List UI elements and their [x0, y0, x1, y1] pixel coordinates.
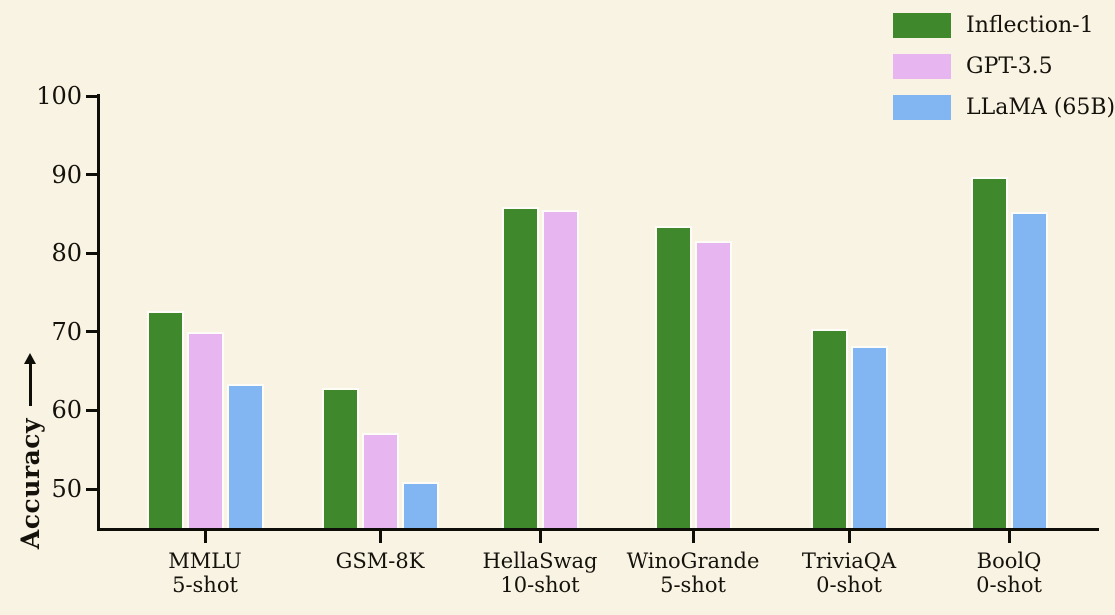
x-axis-tick — [691, 531, 695, 543]
x-axis-category-label: WinoGrande 5-shot — [608, 549, 778, 597]
y-axis-tick — [86, 251, 97, 255]
bar-gpt-3-5-mmlu — [186, 331, 224, 528]
y-axis-tick-label: 90 — [51, 160, 82, 189]
y-axis-tick-label: 70 — [51, 317, 82, 346]
x-axis-tick — [203, 531, 207, 543]
bar-llama-65b--boolq — [1010, 211, 1048, 528]
x-axis-category-label: MMLU 5-shot — [120, 549, 290, 597]
x-axis-category-label: BoolQ 0-shot — [924, 549, 1094, 597]
y-axis-tick — [86, 330, 97, 334]
legend-swatch-icon — [893, 54, 951, 79]
y-axis-tick-label: 50 — [51, 475, 82, 503]
benchmark-name: HellaSwag — [482, 549, 598, 573]
bar-inflection-1-boolq — [970, 176, 1008, 528]
bar-inflection-1-hellaswag — [501, 206, 539, 528]
y-axis-tick — [86, 408, 97, 412]
benchmark-shots: 10-shot — [500, 573, 580, 597]
bar-inflection-1-gsm-8k — [321, 387, 359, 528]
y-axis-tick — [86, 173, 97, 177]
benchmark-name: TriviaQA — [801, 549, 897, 573]
benchmark-shots: 0-shot — [976, 573, 1042, 597]
y-axis-tick-label: 60 — [51, 396, 82, 425]
bar-llama-65b--triviaqa — [850, 345, 888, 528]
y-axis-line — [97, 94, 100, 531]
bar-gpt-3-5-gsm-8k — [361, 433, 399, 528]
x-axis-category-label: TriviaQA 0-shot — [764, 549, 934, 597]
x-axis-tick — [847, 531, 851, 543]
legend: Inflection-1 GPT-3.5 LLaMA (65B) — [893, 13, 1115, 136]
y-axis-tick-label: 80 — [51, 239, 82, 268]
bar-llama-65b--gsm-8k — [401, 481, 439, 528]
legend-label: GPT-3.5 — [966, 54, 1053, 79]
benchmark-name: WinoGrande — [626, 549, 760, 573]
bar-gpt-3-5-hellaswag — [541, 209, 579, 528]
legend-label: LLaMA (65B) — [966, 95, 1115, 120]
benchmark-name: BoolQ — [976, 549, 1042, 573]
bar-llama-65b--mmlu — [226, 383, 264, 528]
legend-item: GPT-3.5 — [893, 54, 1115, 79]
bar-inflection-1-winogrande — [654, 226, 692, 528]
bar-inflection-1-mmlu — [146, 310, 184, 528]
y-axis-tick-label: 100 — [36, 82, 82, 110]
benchmark-shots: 5-shot — [172, 573, 238, 597]
legend-swatch-icon — [893, 95, 951, 120]
benchmark-shots: 0-shot — [816, 573, 882, 597]
benchmark-name: MMLU — [168, 549, 242, 573]
legend-swatch-icon — [893, 13, 951, 38]
benchmark-shots: 5-shot — [660, 573, 726, 597]
y-axis-tick — [86, 94, 97, 98]
x-axis-tick — [538, 531, 542, 543]
bar-inflection-1-triviaqa — [810, 328, 848, 528]
x-axis-line — [97, 528, 1099, 531]
benchmark-name: GSM-8K — [335, 549, 425, 573]
y-axis-title: Accuracy — [15, 351, 45, 551]
x-axis-category-label: GSM-8K — [295, 549, 465, 573]
legend-item: LLaMA (65B) — [893, 95, 1115, 120]
bar-gpt-3-5-winogrande — [694, 240, 732, 528]
y-axis-title-text: Accuracy — [15, 417, 45, 550]
legend-label: Inflection-1 — [966, 13, 1094, 38]
legend-item: Inflection-1 — [893, 13, 1115, 38]
x-axis-category-label: HellaSwag 10-shot — [455, 549, 625, 597]
y-axis-arrow-icon — [24, 352, 36, 406]
x-axis-tick — [378, 531, 382, 543]
y-axis-tick — [86, 487, 97, 491]
x-axis-tick — [1007, 531, 1011, 543]
